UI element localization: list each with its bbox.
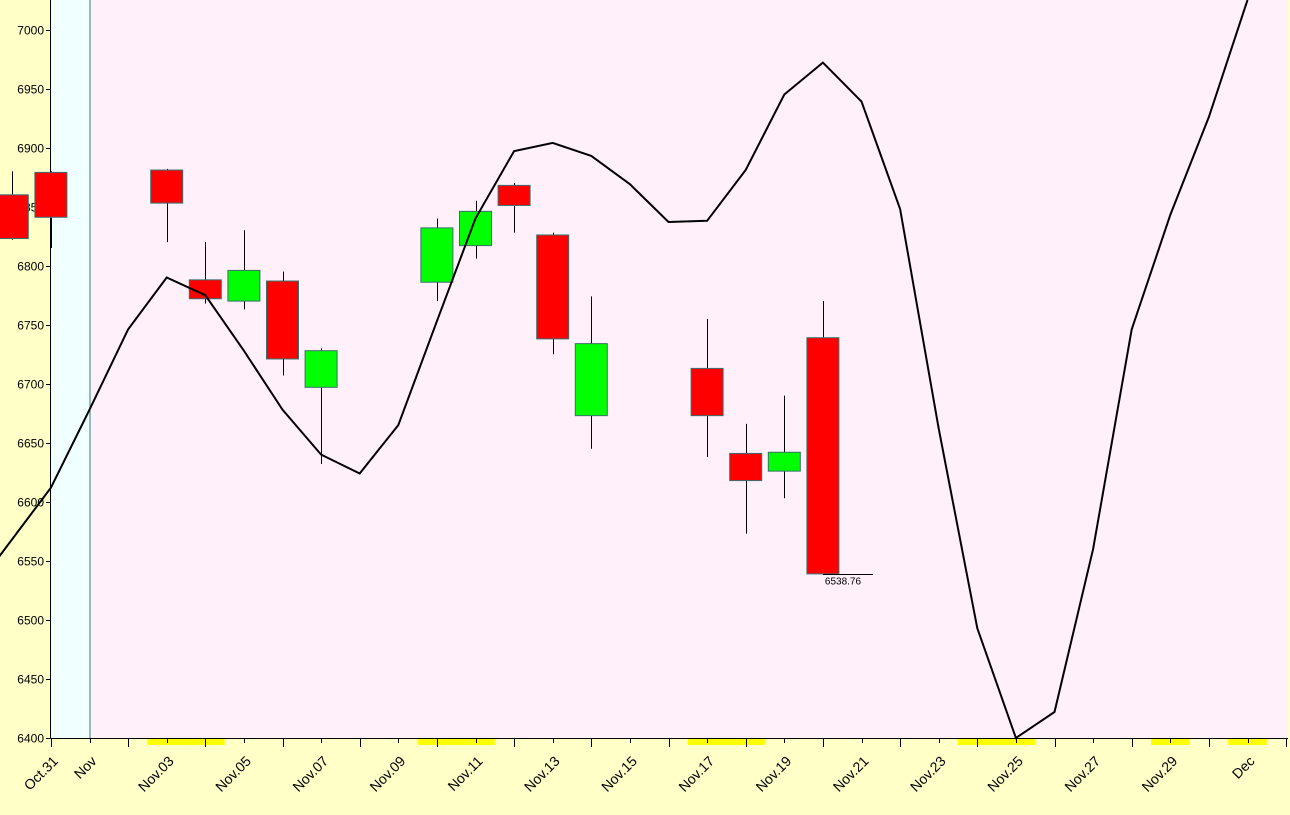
candle <box>34 171 68 248</box>
candle <box>497 183 531 233</box>
candle-body <box>574 343 608 417</box>
candle-body <box>227 269 261 302</box>
x-tick-label: Nov.19 <box>752 753 794 795</box>
candle <box>420 218 454 302</box>
x-axis: Oct.31 Nov Nov.03 Nov.05 Nov.07 Nov.09 Nov.11 N… <box>21 738 1288 795</box>
x-tick-label: Dec <box>1229 753 1258 782</box>
candle-body <box>536 234 570 340</box>
candle <box>188 242 222 304</box>
candle <box>729 423 763 534</box>
candle <box>536 232 570 355</box>
trend-line <box>0 0 1249 740</box>
plot-background <box>50 0 1288 738</box>
candle-body <box>806 337 840 575</box>
price-labels: 6538.76 <box>822 574 873 588</box>
x-tick-label: Nov.09 <box>366 753 408 795</box>
y-tick-label: 7000 <box>17 24 44 38</box>
candle-body <box>497 184 531 206</box>
y-tick-label: 6900 <box>17 142 44 156</box>
x-tick-label: Nov.17 <box>675 753 717 795</box>
x-tick-label: Nov.07 <box>289 753 331 795</box>
candle <box>304 348 338 465</box>
candle-body <box>34 171 68 218</box>
x-tick-label: Nov.05 <box>212 753 254 795</box>
x-tick-label: Nov.27 <box>1061 753 1103 795</box>
candle <box>0 171 29 240</box>
candles <box>0 168 840 575</box>
y-axis: 6400645065006550660066506700675068006850… <box>17 0 51 746</box>
candle <box>574 296 608 449</box>
candle-body <box>304 350 338 388</box>
x-tick-label: Nov.13 <box>521 753 563 795</box>
candle <box>690 318 724 457</box>
x-tick-label: Oct.31 <box>21 753 62 794</box>
candle-body <box>420 227 454 283</box>
candle <box>150 168 184 243</box>
weekend-marker <box>417 739 495 745</box>
y-tick-label: 6400 <box>17 732 44 746</box>
x-tick-label: Nov.21 <box>830 753 872 795</box>
y-tick-label: 6450 <box>17 673 44 687</box>
candle-body <box>767 451 801 472</box>
weekend-marker <box>687 739 765 745</box>
x-tick-label: Nov.29 <box>1138 753 1180 795</box>
history-band <box>50 0 90 738</box>
candle <box>767 395 801 499</box>
candle <box>227 230 261 310</box>
weekend-marker <box>958 739 1036 745</box>
candle-body <box>150 169 184 204</box>
y-tick-label: 6550 <box>17 555 44 569</box>
y-tick-label: 6650 <box>17 437 44 451</box>
weekend-marker <box>147 739 225 745</box>
x-tick-label: Nov.11 <box>444 753 485 794</box>
x-tick-label: Nov.03 <box>135 753 177 795</box>
y-tick-label: 6800 <box>17 260 44 274</box>
x-tick-label: Nov.15 <box>598 753 640 795</box>
candle-body <box>690 367 724 417</box>
y-tick-label: 6950 <box>17 83 44 97</box>
x-tick-label: Nov.25 <box>984 753 1026 795</box>
candle-body <box>0 194 29 240</box>
candle-body <box>729 452 763 482</box>
y-tick-label: 6700 <box>17 378 44 392</box>
candle <box>266 271 299 376</box>
candle-body <box>188 279 222 300</box>
last-price-label: 6538.76 <box>825 577 862 588</box>
x-tick-label: Nov <box>71 753 100 782</box>
candle <box>806 301 840 575</box>
weekend-marker <box>1228 739 1267 745</box>
candle-body <box>266 280 299 360</box>
y-tick-label: 6750 <box>17 319 44 333</box>
y-tick-label: 6500 <box>17 614 44 628</box>
x-tick-label: Nov.23 <box>907 753 949 795</box>
